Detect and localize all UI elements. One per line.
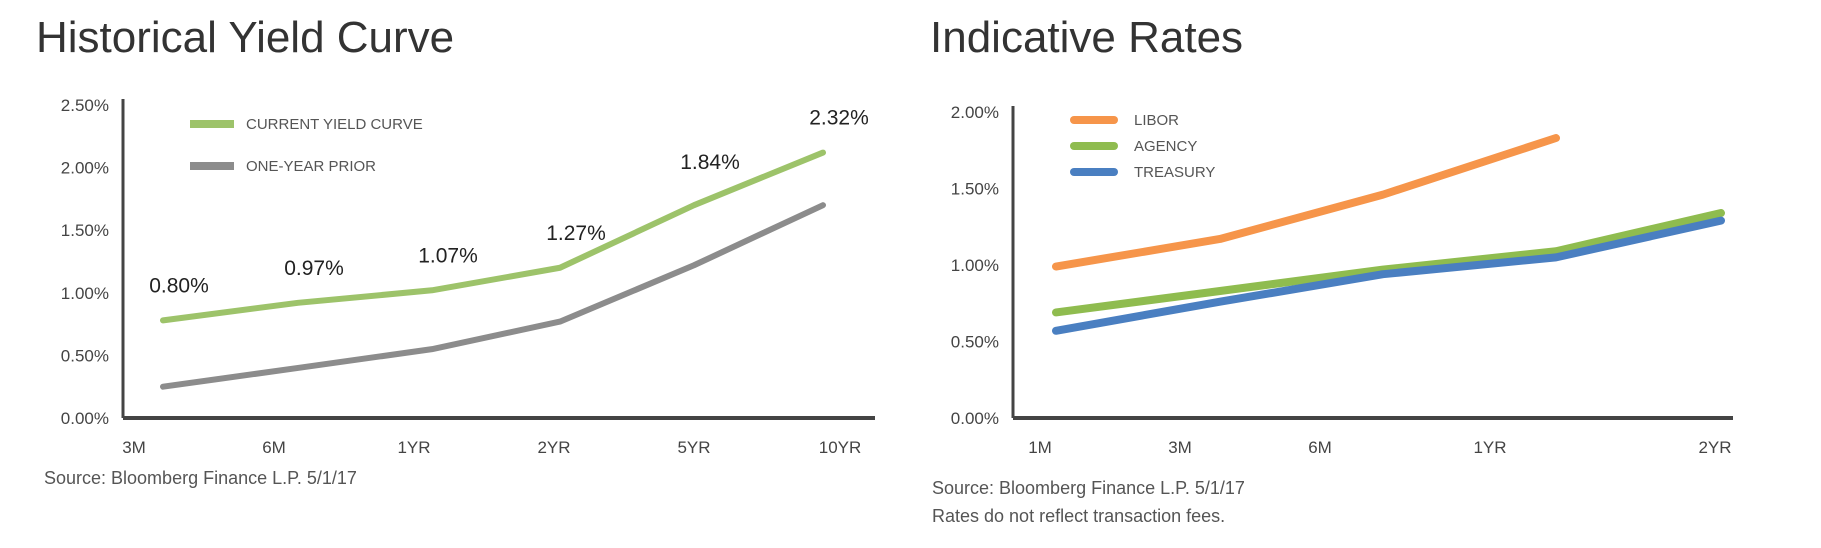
fees-note: Rates do not reflect transaction fees.	[932, 506, 1225, 526]
series-line-treasury	[1052, 216, 1725, 335]
source-note: Source: Bloomberg Finance L.P. 5/1/17	[932, 478, 1245, 498]
y-tick-label: 1.00%	[61, 284, 109, 303]
y-tick-label: 0.50%	[951, 333, 999, 352]
x-tick-label: 5YR	[677, 438, 710, 457]
data-label: 2.32%	[809, 107, 869, 130]
y-tick-label: 1.50%	[61, 221, 109, 240]
indicative-rates-chart: Indicative Rates Source: Bloomberg Finan…	[930, 13, 1733, 526]
x-tick-label: 2YR	[1698, 438, 1731, 457]
x-tick-label: 2YR	[537, 438, 570, 457]
series-line-libor	[1052, 134, 1560, 271]
y-tick-label: 2.50%	[61, 96, 109, 115]
x-tick-label: 6M	[1308, 438, 1332, 457]
data-label: 1.27%	[546, 222, 606, 245]
data-label: 1.84%	[680, 151, 740, 174]
data-label: 0.97%	[284, 257, 344, 280]
x-tick-label: 1YR	[1473, 438, 1506, 457]
chart-title: Indicative Rates	[930, 13, 1243, 62]
x-tick-label: 1M	[1028, 438, 1052, 457]
y-tick-label: 2.00%	[61, 159, 109, 178]
x-tick-label: 3M	[122, 438, 146, 457]
historical-yield-curve-chart: Historical Yield Curve Source: Bloomberg…	[36, 13, 875, 488]
data-label: 1.07%	[418, 244, 478, 267]
legend-label: CURRENT YIELD CURVE	[246, 116, 423, 133]
y-tick-label: 1.00%	[951, 256, 999, 275]
legend-label: AGENCY	[1134, 138, 1197, 155]
series-line-one-year-prior	[160, 202, 826, 390]
legend-label: LIBOR	[1134, 112, 1179, 129]
x-tick-label: 10YR	[819, 438, 862, 457]
series-line-agency	[1052, 208, 1725, 317]
x-tick-label: 6M	[262, 438, 286, 457]
x-tick-label: 1YR	[397, 438, 430, 457]
y-tick-label: 0.00%	[61, 409, 109, 428]
y-tick-label: 2.00%	[951, 103, 999, 122]
chart-title: Historical Yield Curve	[36, 13, 454, 62]
series-line-current-yield-curve	[160, 149, 826, 324]
legend-label: ONE-YEAR PRIOR	[246, 158, 376, 175]
y-tick-label: 0.50%	[61, 346, 109, 365]
x-tick-label: 3M	[1168, 438, 1192, 457]
y-tick-label: 0.00%	[951, 409, 999, 428]
data-label: 0.80%	[149, 274, 209, 297]
legend-label: TREASURY	[1134, 164, 1215, 181]
y-tick-label: 1.50%	[951, 180, 999, 199]
source-note: Source: Bloomberg Finance L.P. 5/1/17	[44, 468, 357, 488]
